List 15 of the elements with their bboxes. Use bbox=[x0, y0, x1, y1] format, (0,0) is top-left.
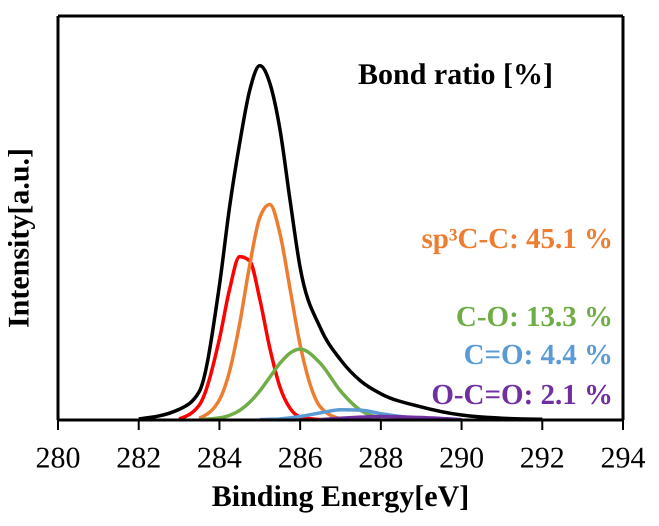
x-tick-label: 290 bbox=[439, 441, 484, 474]
text: C=O: 4.4 % bbox=[464, 339, 613, 371]
text: sp³C-C: 45.1 % bbox=[421, 223, 613, 255]
y-axis-title: Intensity[a.u.] bbox=[2, 148, 36, 328]
x-tick-label: 280 bbox=[36, 441, 80, 474]
x-tick-label: 286 bbox=[278, 441, 323, 474]
annotation: Bond ratio [%] bbox=[358, 58, 553, 91]
x-tick-label: 294 bbox=[600, 441, 646, 474]
x-tick-label: 292 bbox=[520, 441, 565, 474]
x-tick-label: 284 bbox=[196, 441, 242, 474]
x-axis-title: Binding Energy[eV] bbox=[212, 480, 470, 513]
x-tick-label: 288 bbox=[358, 441, 404, 474]
text: C-O: 13.3 % bbox=[456, 301, 613, 333]
x-tick-label: 282 bbox=[116, 441, 162, 474]
series-label: O-C=O: 2.1 % bbox=[431, 379, 613, 411]
